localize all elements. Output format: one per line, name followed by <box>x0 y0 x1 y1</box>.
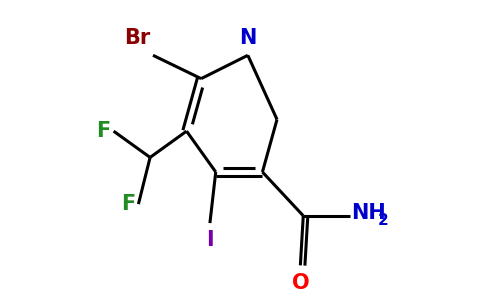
Text: 2: 2 <box>378 213 389 228</box>
Text: F: F <box>121 194 136 214</box>
Text: F: F <box>96 121 111 141</box>
Text: I: I <box>206 230 214 250</box>
Text: Br: Br <box>124 28 150 48</box>
Text: N: N <box>239 28 257 48</box>
Text: O: O <box>291 273 309 293</box>
Text: NH: NH <box>351 203 386 223</box>
